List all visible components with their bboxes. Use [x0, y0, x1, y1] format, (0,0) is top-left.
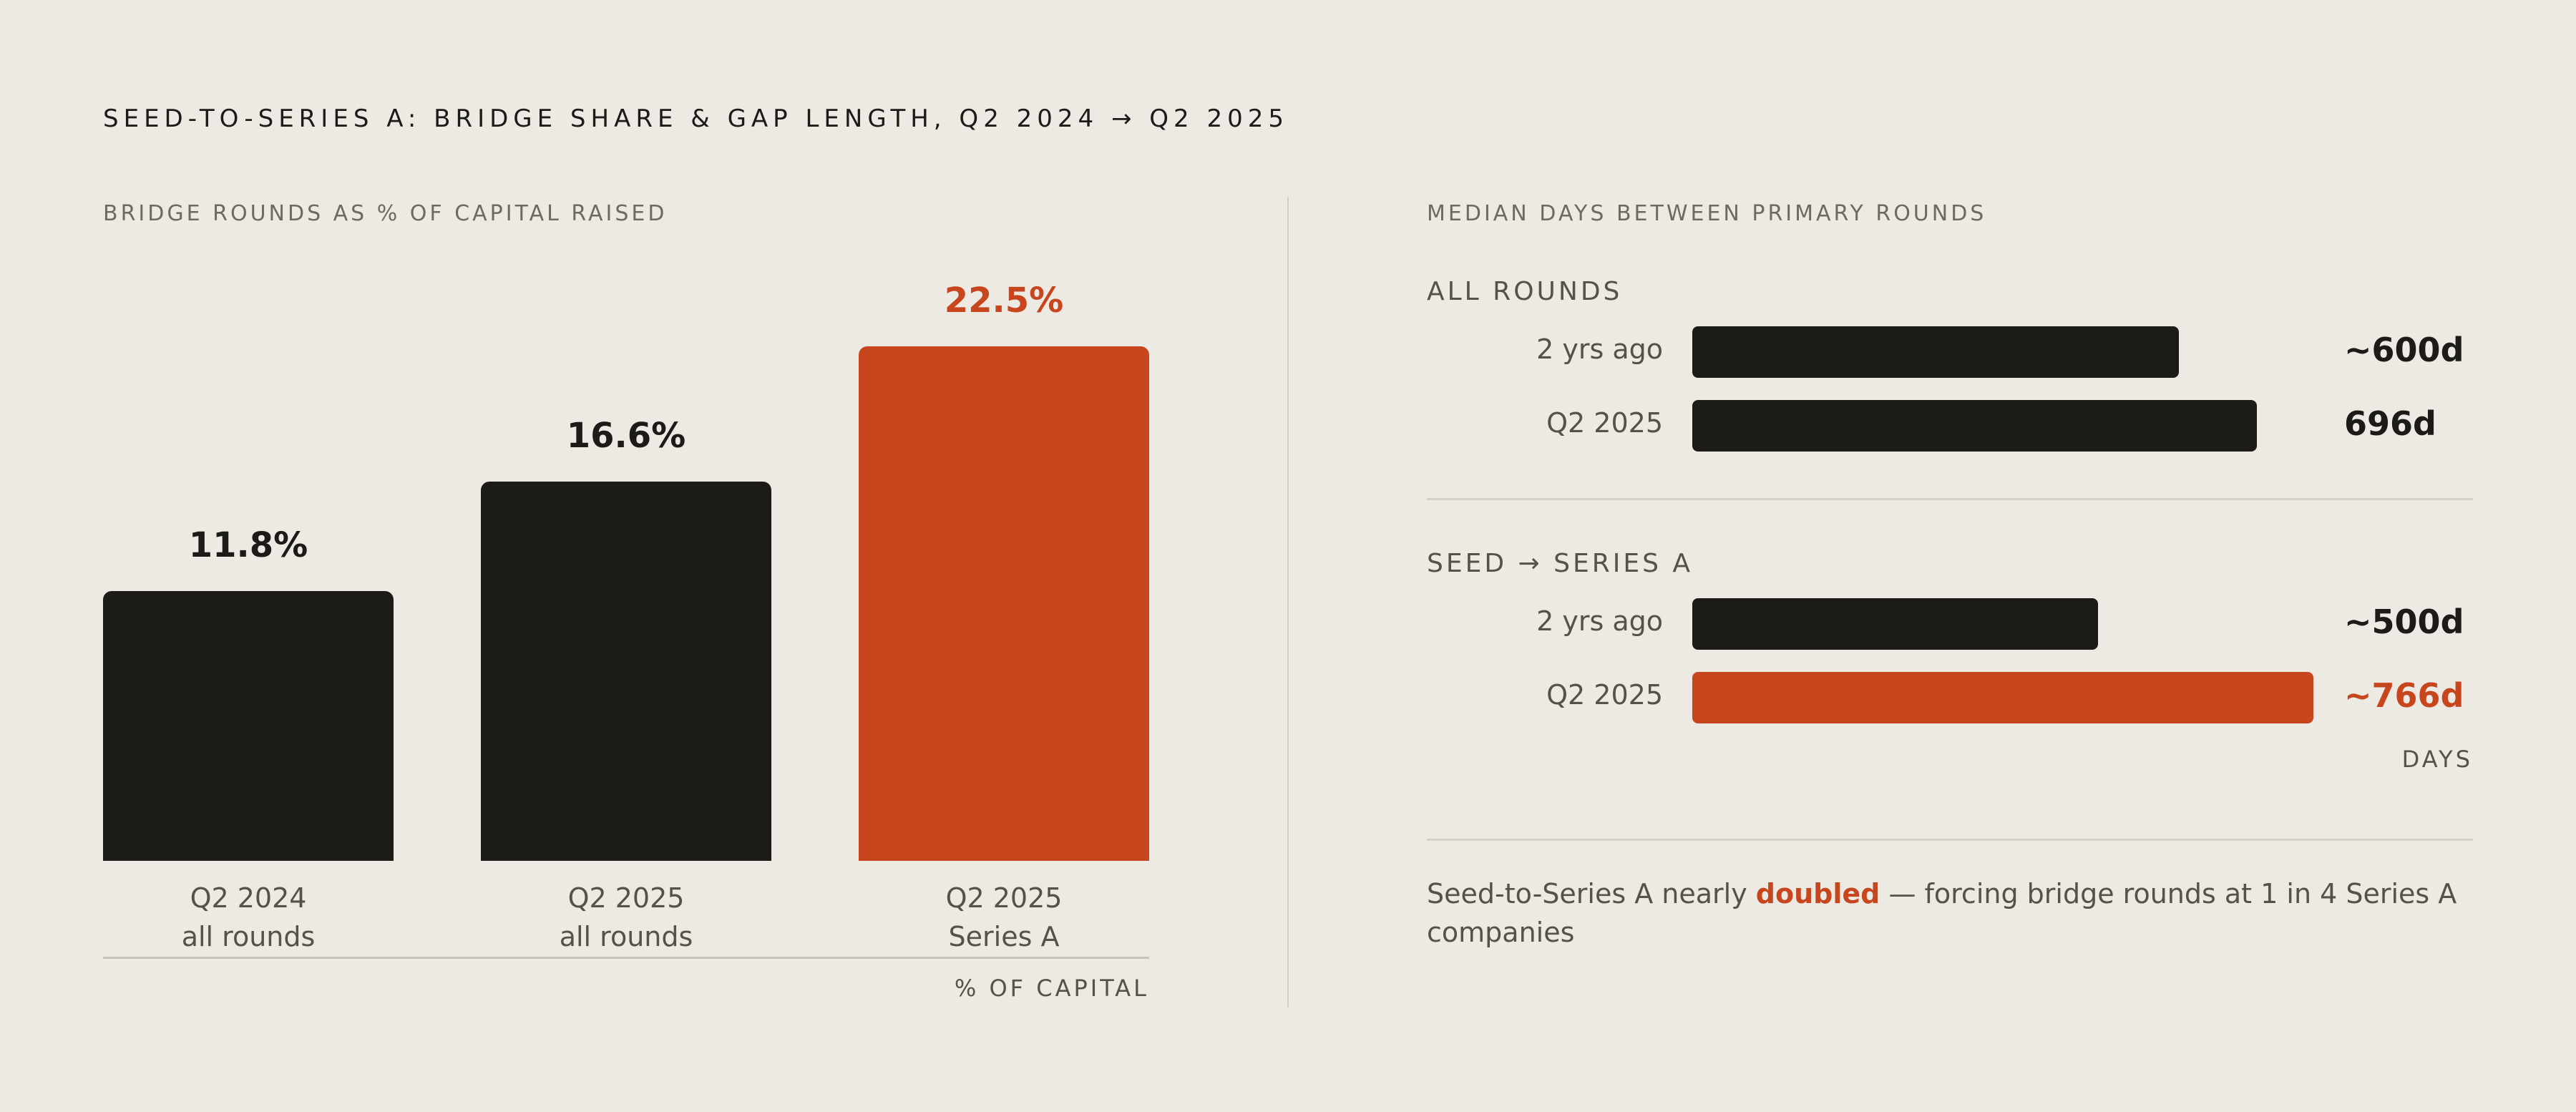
- x-axis-baseline: [103, 957, 1149, 959]
- chart-title: SEED-TO-SERIES A: BRIDGE SHARE & GAP LEN…: [103, 104, 1289, 133]
- note-separator: [1427, 839, 2473, 841]
- bar-value-label: ~500d: [2344, 603, 2464, 641]
- bar-value-label: 11.8%: [188, 525, 308, 565]
- bar: [1692, 672, 2313, 723]
- row-label: 2 yrs ago: [1536, 333, 1663, 365]
- takeaway-note: Seed-to-Series A nearly doubled — forcin…: [1427, 874, 2473, 952]
- category-label-line: Q2 2025: [567, 882, 685, 914]
- category-label-line: all rounds: [559, 921, 693, 952]
- note-emphasis: doubled: [1755, 878, 1880, 909]
- row-label: Q2 2025: [1546, 679, 1663, 711]
- bar: [1692, 598, 2098, 650]
- bar: [103, 591, 394, 861]
- category-label-line: Series A: [948, 921, 1060, 952]
- bar-value-label: ~766d: [2344, 676, 2464, 715]
- note-text-before: Seed-to-Series A nearly: [1427, 878, 1756, 909]
- bar: [1692, 326, 2179, 378]
- category-label: Q2 2024 all rounds: [103, 879, 394, 956]
- x-axis-unit-label: DAYS: [2401, 746, 2473, 773]
- group-label: ALL ROUNDS: [1427, 277, 1623, 306]
- row-label: 2 yrs ago: [1536, 605, 1663, 637]
- bar: [481, 482, 771, 861]
- category-label-line: Q2 2025: [945, 882, 1063, 914]
- bar: [859, 346, 1149, 861]
- right-panel-title: MEDIAN DAYS BETWEEN PRIMARY ROUNDS: [1427, 201, 1987, 226]
- category-label-line: all rounds: [181, 921, 316, 952]
- panel-divider: [1287, 197, 1289, 1007]
- left-panel-title: BRIDGE ROUNDS AS % OF CAPITAL RAISED: [103, 201, 668, 226]
- category-label-line: Q2 2024: [190, 882, 307, 914]
- bar-value-label: 16.6%: [566, 416, 686, 456]
- group-separator: [1427, 498, 2473, 500]
- bar-value-label: 22.5%: [944, 281, 1064, 321]
- bar-value-label: 696d: [2344, 404, 2436, 443]
- y-axis-unit-label: % OF CAPITAL: [954, 975, 1149, 1002]
- bar-value-label: ~600d: [2344, 331, 2464, 369]
- note-text-after: — forcing bridge rounds at 1 in 4 Series…: [1427, 878, 2457, 948]
- row-label: Q2 2025: [1546, 407, 1663, 439]
- category-label: Q2 2025 all rounds: [481, 879, 771, 956]
- category-label: Q2 2025 Series A: [859, 879, 1149, 956]
- group-label: SEED → SERIES A: [1427, 549, 1694, 578]
- bar: [1692, 400, 2257, 452]
